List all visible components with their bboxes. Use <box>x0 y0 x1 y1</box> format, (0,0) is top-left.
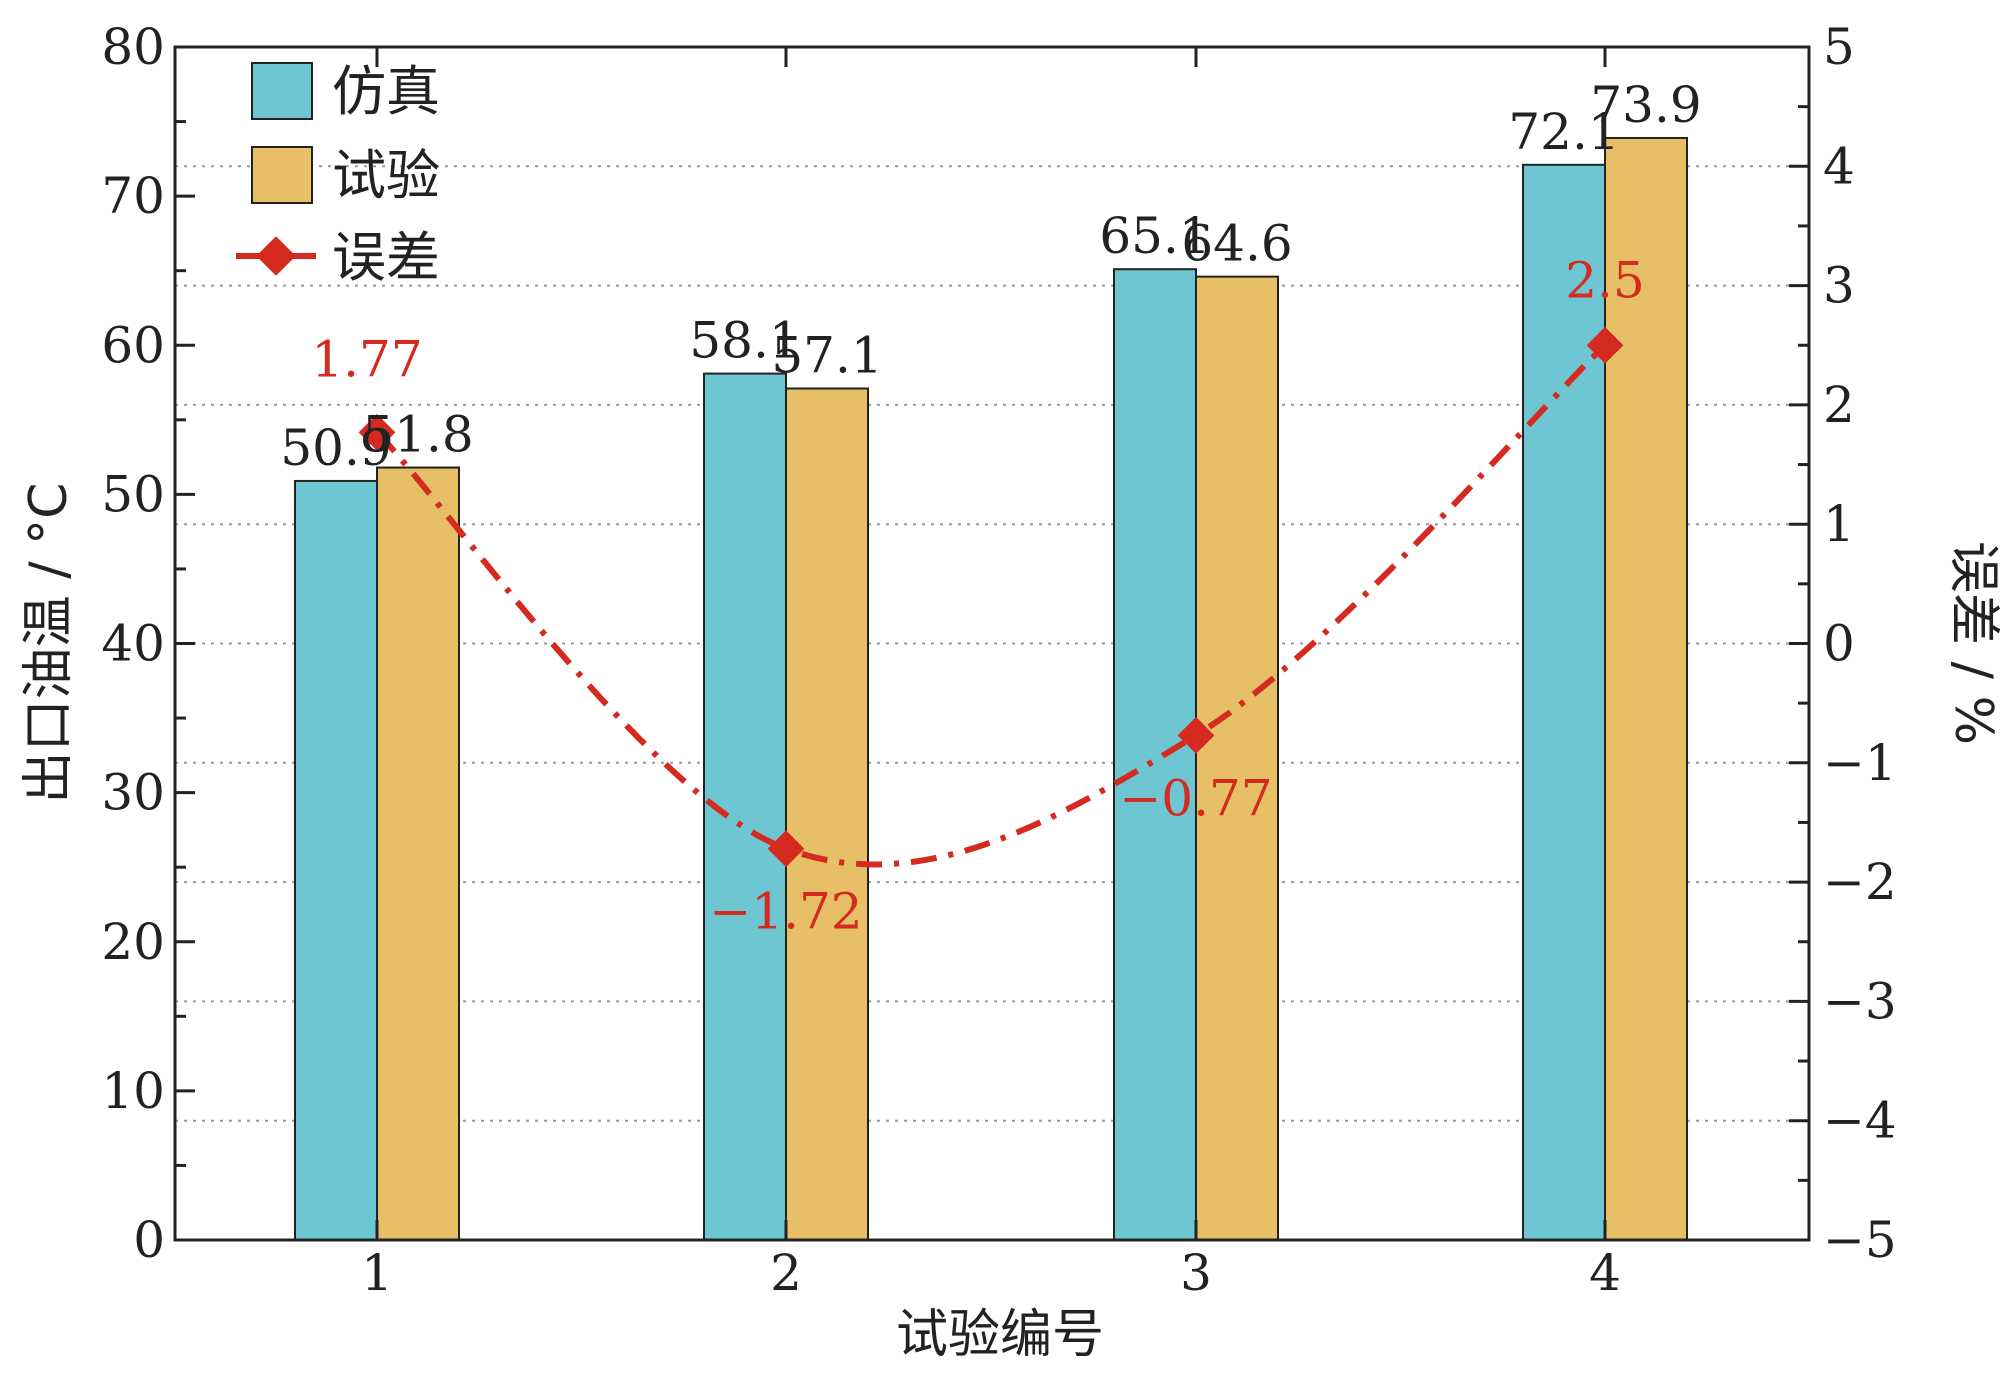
legend-swatch-test <box>251 146 313 204</box>
y-tick-label: 10 <box>101 1062 165 1120</box>
legend: 仿真 试验 误差 <box>236 60 440 289</box>
bar-value-label: 64.6 <box>1181 215 1292 273</box>
y2-tick-label: −4 <box>1823 1092 1897 1150</box>
bar-value-label: 51.8 <box>362 406 473 464</box>
y-tick-label: 20 <box>101 913 165 971</box>
y2-tick-label: 2 <box>1823 376 1855 434</box>
data-labels: 50.9 58.1 65.1 72.1 51.8 57.1 64.6 73.9 1.77 −1.7… <box>280 76 1701 941</box>
y-tick-label: 60 <box>101 316 165 374</box>
bar-test <box>1195 275 1279 1241</box>
error-value-label: 1.77 <box>311 330 422 388</box>
bar-sim <box>1113 268 1197 1242</box>
bar-value-label: 57.1 <box>771 326 882 384</box>
bar-value-label: 72.1 <box>1508 103 1619 161</box>
bar-test <box>785 387 869 1241</box>
y2-tick-label: −2 <box>1823 853 1897 911</box>
x-tick-label: 1 <box>361 1244 393 1302</box>
bar-sim <box>1522 163 1606 1242</box>
bar-value-label: 50.9 <box>280 419 391 477</box>
x-tick-label: 4 <box>1589 1244 1621 1302</box>
error-line <box>374 343 1608 868</box>
y2-tick-label: 3 <box>1823 257 1855 315</box>
y2-tick-label: 1 <box>1823 495 1855 553</box>
legend-swatch-sim <box>251 62 313 120</box>
y-tick-label: 0 <box>133 1211 165 1269</box>
error-marker <box>1586 326 1624 364</box>
y2-axis-title: 误差 / % <box>1943 541 2000 745</box>
legend-label-error: 误差 <box>332 226 440 289</box>
bar-value-label: 65.1 <box>1099 207 1210 265</box>
error-line-group <box>358 326 1624 868</box>
y-tick-label: 50 <box>101 465 165 523</box>
y2-tick-label: −3 <box>1823 972 1897 1030</box>
bar-value-label: 58.1 <box>689 312 800 370</box>
y-tick-label: 70 <box>101 167 165 225</box>
bar-value-label: 73.9 <box>1590 76 1701 134</box>
bar-sim <box>294 479 378 1241</box>
axis-ticks: 0 10 20 30 40 50 60 70 80 −5 −4 −3 −2 −1 0 1 2 3 4 5 1 2 3 4 <box>101 18 1896 1302</box>
x-tick-label: 2 <box>770 1244 802 1302</box>
error-value-label: −1.72 <box>709 883 862 941</box>
bar-test <box>376 466 460 1242</box>
y-tick-label: 80 <box>101 18 165 76</box>
x-axis-title: 试验编号 <box>896 1305 1104 1365</box>
error-marker <box>1177 716 1215 754</box>
y2-tick-label: 0 <box>1823 615 1855 673</box>
error-marker <box>767 830 805 868</box>
y-axis-title: 出口油温 / °C <box>19 483 79 804</box>
y2-tick-label: 4 <box>1823 137 1855 195</box>
y2-tick-label: 5 <box>1823 18 1855 76</box>
bars <box>294 136 1688 1242</box>
error-value-label: 2.5 <box>1565 251 1645 309</box>
legend-marker-error <box>256 236 296 276</box>
y-tick-label: 40 <box>101 615 165 673</box>
error-value-label: −0.77 <box>1119 769 1272 827</box>
bar-test <box>1604 136 1688 1241</box>
y2-tick-label: −1 <box>1823 734 1897 792</box>
y-tick-label: 30 <box>101 764 165 822</box>
error-marker <box>358 413 396 451</box>
y2-tick-label: −5 <box>1823 1211 1897 1269</box>
legend-label-sim: 仿真 <box>332 60 440 123</box>
x-tick-label: 3 <box>1180 1244 1212 1302</box>
legend-label-test: 试验 <box>332 144 440 207</box>
